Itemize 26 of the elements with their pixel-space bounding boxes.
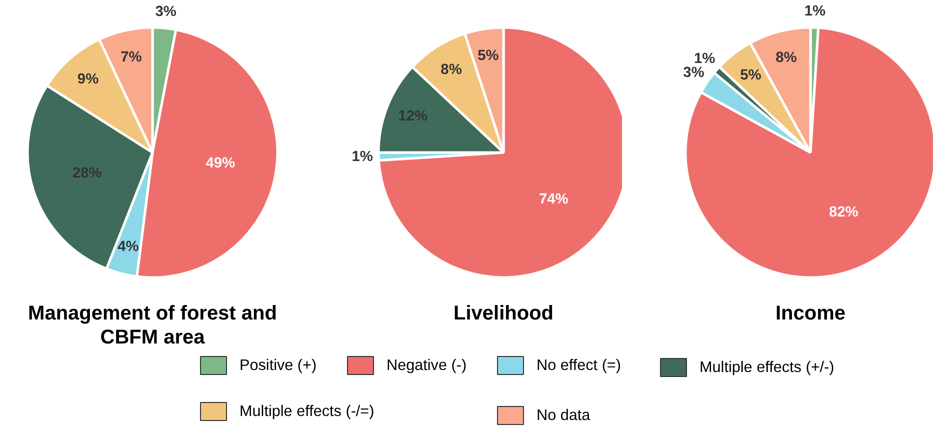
text: Income bbox=[775, 302, 846, 324]
legend-label: No data bbox=[536, 407, 591, 424]
data-label: 49% bbox=[206, 155, 236, 172]
text: Management of forest and CBFM area bbox=[28, 302, 277, 348]
legend-label: No effect (=) bbox=[536, 357, 621, 374]
data-label: 1% bbox=[694, 51, 716, 68]
data-label: 5% bbox=[478, 48, 499, 64]
data-label: 1% bbox=[352, 148, 373, 165]
legend-label: Positive (+) bbox=[240, 357, 317, 374]
data-label: 1% bbox=[804, 3, 826, 20]
data-label: 3% bbox=[155, 4, 176, 20]
data-label: 8% bbox=[776, 50, 797, 66]
data-label: 3% bbox=[683, 65, 704, 82]
data-label: 28% bbox=[72, 166, 102, 182]
data-label: 12% bbox=[398, 108, 428, 125]
legend-label: Multiple effects (-/=) bbox=[240, 403, 374, 420]
legend-label: Multiple effects (+/-) bbox=[700, 359, 834, 376]
text: Livelihood bbox=[454, 302, 554, 324]
data-label: 5% bbox=[740, 67, 762, 84]
data-label: 74% bbox=[538, 192, 568, 208]
data-label: 8% bbox=[440, 62, 462, 78]
data-label: 82% bbox=[828, 204, 858, 221]
data-label: 7% bbox=[120, 49, 142, 66]
data-label: 9% bbox=[77, 71, 99, 88]
legend-label: Negative (-) bbox=[386, 357, 467, 374]
data-label: 4% bbox=[118, 238, 139, 255]
